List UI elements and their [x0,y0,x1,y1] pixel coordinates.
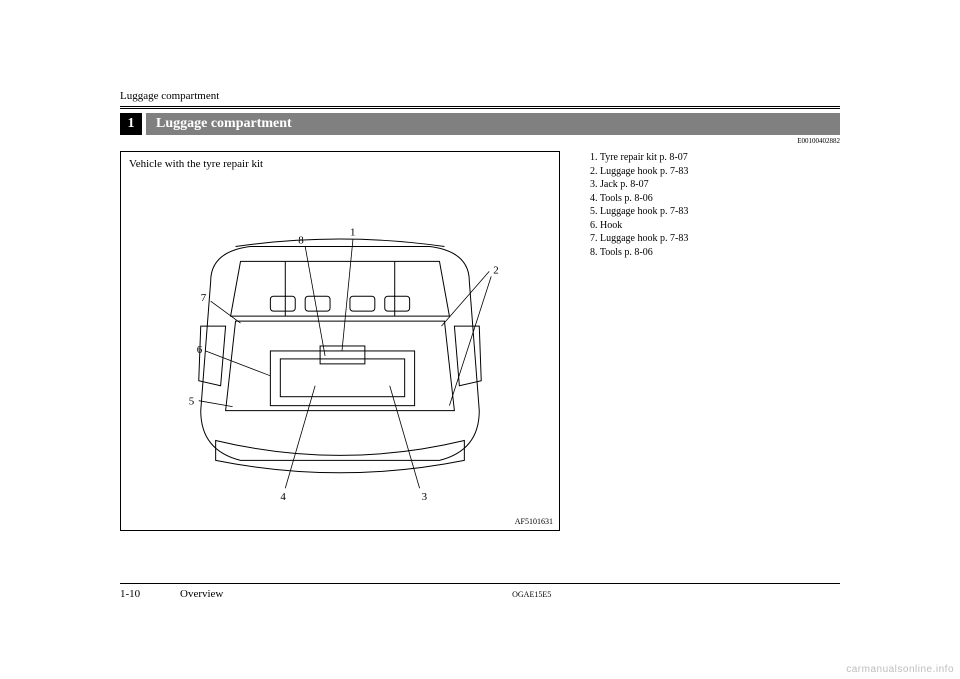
rule-bottom [120,583,840,584]
manual-page: Luggage compartment 1 Luggage compartmen… [120,90,840,600]
legend-item: 8. Tools p. 8-06 [590,246,688,260]
legend-item: 7. Luggage hook p. 7-83 [590,232,688,246]
legend-item: 3. Jack p. 8-07 [590,178,688,192]
chapter-number: 1 [120,113,142,135]
figure-box: Vehicle with the tyre repair kit [120,151,560,531]
figure-id: AF5101631 [515,517,553,526]
legend-item: 6. Hook [590,219,688,233]
callout-1: 1 [350,227,355,239]
callout-2: 2 [493,264,498,276]
callout-3: 3 [422,491,428,503]
footer-doc-code: OGAE15E5 [223,590,840,599]
vehicle-diagram: 1 2 3 4 5 6 7 8 [121,152,559,530]
legend-list: 1. Tyre repair kit p. 8-07 2. Luggage ho… [590,151,688,531]
callout-6: 6 [197,344,203,356]
running-head: Luggage compartment [120,90,840,102]
content-area: Vehicle with the tyre repair kit [120,151,840,531]
footer-page-number: 1-10 [120,588,180,600]
figure-column: Vehicle with the tyre repair kit [120,151,560,531]
page-footer: 1-10 Overview OGAE15E5 [120,583,840,600]
legend-item: 4. Tools p. 8-06 [590,192,688,206]
watermark: carmanualsonline.info [846,664,954,675]
footer-section-name: Overview [180,588,223,600]
legend-item: 5. Luggage hook p. 7-83 [590,205,688,219]
callout-8: 8 [298,235,304,247]
reference-code: E00100402882 [120,137,840,145]
callout-7: 7 [201,292,207,304]
title-row: 1 Luggage compartment [120,113,840,135]
legend-item: 2. Luggage hook p. 7-83 [590,165,688,179]
section-title: Luggage compartment [146,113,840,135]
rule-top [120,106,840,109]
callout-5: 5 [189,396,195,408]
legend-item: 1. Tyre repair kit p. 8-07 [590,151,688,165]
callout-4: 4 [280,491,286,503]
